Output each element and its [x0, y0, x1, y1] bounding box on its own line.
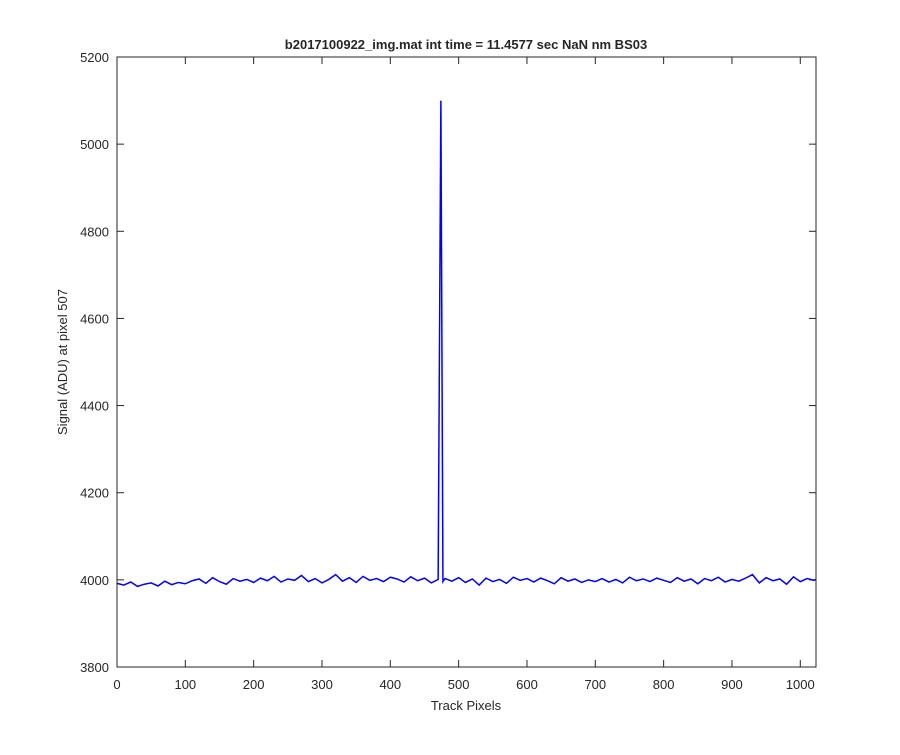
- x-tick-label: 600: [516, 677, 538, 692]
- y-tick-label: 3800: [80, 660, 109, 675]
- x-tick-label: 100: [174, 677, 196, 692]
- y-tick-label: 4200: [80, 486, 109, 501]
- data-line: [116, 100, 817, 588]
- x-tick-label: 400: [379, 677, 401, 692]
- plot-area: [116, 56, 817, 668]
- y-axis-label: Signal (ADU) at pixel 507: [55, 289, 70, 435]
- x-tick-label: 200: [243, 677, 265, 692]
- y-tick-label: 5200: [80, 50, 109, 65]
- x-tick-label: 800: [653, 677, 675, 692]
- y-tick-label: 5000: [80, 137, 109, 152]
- y-tick-label: 4800: [80, 224, 109, 239]
- x-tick-label: 1000: [786, 677, 815, 692]
- x-tick-label: 300: [311, 677, 333, 692]
- x-tick-label: 0: [113, 677, 120, 692]
- x-tick-label: 900: [721, 677, 743, 692]
- x-tick-label: 700: [584, 677, 606, 692]
- y-tick-label: 4000: [80, 573, 109, 588]
- y-tick-label: 4600: [80, 311, 109, 326]
- y-tick-label: 4400: [80, 399, 109, 414]
- x-axis-label: Track Pixels: [431, 698, 502, 713]
- x-tick-label: 500: [448, 677, 470, 692]
- chart-title: b2017100922_img.mat int time = 11.4577 s…: [285, 37, 647, 52]
